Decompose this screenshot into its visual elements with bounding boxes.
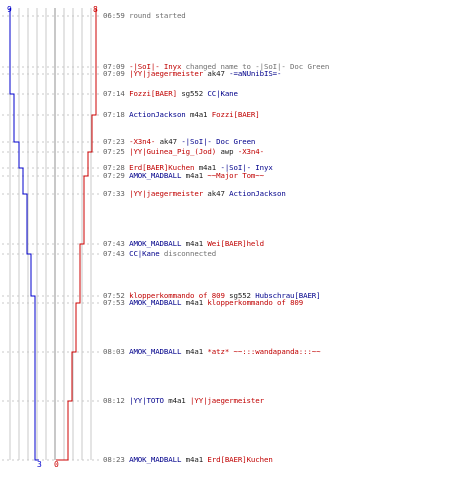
event-text: m4a1 [181,298,208,307]
blue-team-end-count: 3 [37,460,42,469]
event-row: 07:09 |YY|jaegermeister ak47 -=aNUnibIS=… [103,70,281,78]
event-text: m4a1 [194,163,221,172]
event-text: |YY|jaegermeister [129,189,204,198]
player-count-timeline: 9 8 3 0 [2,5,101,469]
event-text: sg552 [224,291,256,300]
event-time: 07:33 [103,189,130,198]
event-time: 08:12 [103,396,130,405]
event-row: 07:53 AMOK_MADBALL m4a1 klopperkommando … [103,299,303,307]
event-text: Erd[BAER]Kuchen [129,163,195,172]
event-text: -X3n4- [129,137,156,146]
event-text: -=aNUnibIS=- [229,69,282,78]
event-text: Fozzi[BAER] [211,110,260,119]
red-team-start-count: 8 [93,5,98,14]
event-text: ak47 [203,69,230,78]
event-text: m4a1 [181,239,208,248]
event-text: -|SoI|- Inyx [129,62,182,71]
event-time: 07:09 [103,62,130,71]
event-text: CC|Kane [129,249,160,258]
event-row: 07:18 ActionJackson m4a1 Fozzi[BAER] [103,111,260,119]
event-text: -|SoI|- Inyx [220,163,273,172]
event-row: 06:59 round started [103,12,186,20]
event-text: -X3n4- [237,147,264,156]
event-text: sg552 [176,89,208,98]
event-time: 07:28 [103,163,130,172]
event-row: 07:25 |YY|Guinea_Pig_(Jod) awp -X3n4- [103,148,264,156]
event-time: 07:43 [103,249,130,258]
event-time: 07:25 [103,147,130,156]
event-text: klopperkommando of 809 [207,298,304,307]
event-text: m4a1 [185,110,212,119]
event-time: 07:18 [103,110,130,119]
event-guide-lines [2,15,101,461]
event-time: 07:53 [103,298,130,307]
event-row: 07:29 AMOK_MADBALL m4a1 ~~Major Tom~~ [103,172,264,180]
event-text: round started [129,11,186,20]
event-time: 07:09 [103,69,130,78]
event-row: 08:23 AMOK_MADBALL m4a1 Erd[BAER]Kuchen [103,456,273,464]
event-text: changed name to [181,62,256,71]
event-text: disconnected [159,249,217,258]
event-text: |YY|Guinea_Pig_(Jod) [129,147,217,156]
event-text: klopperkommando of 809 [129,291,225,300]
event-text: m4a1 [163,396,191,405]
timeline-grid [9,8,92,460]
event-row: 07:43 CC|Kane disconnected [103,250,216,258]
event-text: ak47 [155,137,182,146]
event-text: ActionJackson [129,110,186,119]
red-team-end-count: 0 [54,460,59,469]
event-row: 07:28 Erd[BAER]Kuchen m4a1 -|SoI|- Inyx [103,164,273,172]
event-time: 07:52 [103,291,130,300]
event-text: Hubschrau[BAER] [255,291,321,300]
blue-team-start-count: 9 [7,5,12,14]
event-text: ak47 [203,189,230,198]
event-text: |YY|jaegermeister [129,69,204,78]
blue-team-line [9,8,39,461]
event-row: 07:23 -X3n4- ak47 -|SoI|- Doc Green [103,138,255,146]
round-event-log: 06:59 round started 07:09 -|SoI|- Inyx ch… [103,0,450,500]
event-time: 08:23 [103,455,130,464]
event-text: Fozzi[BAER] [129,89,177,98]
event-time: 07:14 [103,89,130,98]
event-text: CC|Kane [207,89,238,98]
event-text: awp [216,147,238,156]
red-team-line [56,8,97,461]
event-text: m4a1 [181,455,208,464]
event-row: 07:14 Fozzi[BAER] sg552 CC|Kane [103,90,238,98]
event-row: 08:03 AMOK_MADBALL m4a1 *atz* ~~:::wanda… [103,348,321,356]
event-text: -|SoI|- Doc Green [181,137,256,146]
event-text: -|SoI|- Doc Green [255,62,330,71]
event-time: 07:23 [103,137,130,146]
event-text: AMOK_MADBALL [129,298,182,307]
event-row: 08:12 |YY|TOTO m4a1 |YY|jaegermeister [103,397,264,405]
event-text: AMOK_MADBALL [129,239,182,248]
event-text: ActionJackson [229,189,286,198]
event-text: Erd[BAER]Kuchen [207,455,273,464]
event-text: |YY|jaegermeister [190,396,264,405]
event-row: 07:43 AMOK_MADBALL m4a1 Wei[BAER]held [103,240,264,248]
event-text: m4a1 [181,347,208,356]
event-text: m4a1 [181,171,208,180]
event-text: *atz* ~~:::wandapanda:::~~ [207,347,321,356]
event-row: 07:52 klopperkommando of 809 sg552 Hubsc… [103,292,321,300]
event-time: 07:43 [103,239,130,248]
event-time: 08:03 [103,347,130,356]
event-text: AMOK_MADBALL [129,455,182,464]
event-time: 07:29 [103,171,130,180]
event-text: ~~Major Tom~~ [207,171,264,180]
event-row: 07:09 -|SoI|- Inyx changed name to -|SoI… [103,63,329,71]
event-time: 06:59 [103,11,130,20]
event-text: AMOK_MADBALL [129,347,182,356]
event-text: |YY|TOTO [129,396,164,405]
event-text: Wei[BAER]held [207,239,264,248]
event-text: AMOK_MADBALL [129,171,182,180]
event-row: 07:33 |YY|jaegermeister ak47 ActionJacks… [103,190,286,198]
